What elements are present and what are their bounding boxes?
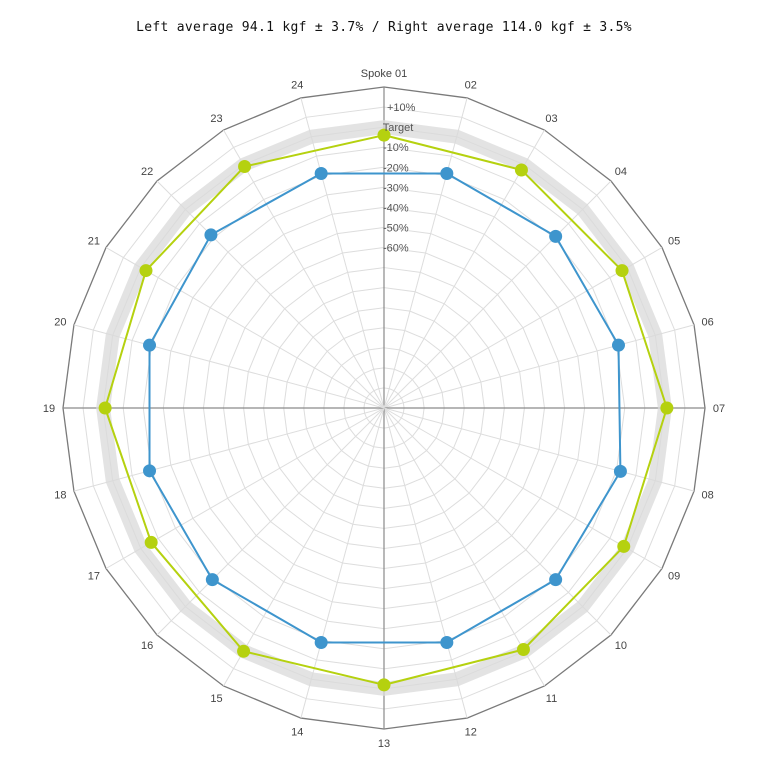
- series-1-point: [143, 464, 157, 478]
- spoke-label: 20: [54, 316, 66, 328]
- label-layer: +10% Target -10% -20% -30% -40% -50% -60% Spoke …: [43, 68, 725, 750]
- spoke-line: [73, 407, 385, 492]
- series-2-point: [617, 539, 631, 553]
- spoke-label: 18: [54, 490, 66, 502]
- series-2-point: [144, 535, 158, 549]
- series-1-point: [205, 573, 219, 587]
- series-1-point: [549, 229, 563, 243]
- spoke-label: Spoke 01: [361, 68, 407, 80]
- spoke-line: [383, 407, 695, 492]
- spoke-label: 08: [701, 490, 713, 502]
- spoke-line: [300, 97, 385, 409]
- spoke-label: 07: [713, 403, 725, 415]
- series-1-point: [314, 167, 328, 181]
- spoke-label: 10: [615, 640, 627, 652]
- spoke-line: [383, 180, 612, 409]
- grid-layer: [62, 86, 706, 730]
- series-2-point: [615, 264, 629, 278]
- spoke-label: 21: [88, 236, 100, 248]
- series-1-point: [549, 573, 563, 587]
- series-2-point: [514, 163, 528, 177]
- spoke-line: [383, 324, 695, 409]
- spoke-label: 05: [668, 236, 680, 248]
- series-2-point: [377, 128, 391, 142]
- ring-label: -30%: [383, 182, 409, 194]
- spoke-label: 23: [210, 113, 222, 125]
- series-2-point: [516, 643, 530, 657]
- series-1-point: [204, 228, 218, 242]
- ring-label: +10%: [387, 102, 416, 114]
- spoke-line: [223, 407, 385, 687]
- spoke-label: 04: [615, 166, 627, 178]
- spoke-label: 15: [210, 693, 222, 705]
- spoke-line: [383, 407, 612, 636]
- series-1-point: [143, 338, 157, 352]
- spoke-label: 13: [378, 738, 390, 750]
- series-2-point: [139, 264, 153, 278]
- spoke-line: [383, 407, 663, 569]
- spoke-label: 17: [88, 571, 100, 583]
- spoke-line: [383, 97, 468, 409]
- spoke-line: [156, 180, 385, 409]
- ring-label: -40%: [383, 202, 409, 214]
- spoke-line: [105, 247, 385, 409]
- series-1-point: [611, 338, 625, 352]
- ring-label: Target: [383, 122, 414, 134]
- series-1-point: [314, 635, 328, 649]
- spoke-label: 14: [291, 727, 303, 739]
- ring-label: -10%: [383, 142, 409, 154]
- spoke-line: [73, 324, 385, 409]
- series-1-point: [440, 635, 454, 649]
- spoke-label: 02: [465, 79, 477, 91]
- series-2-point: [98, 401, 112, 415]
- series-1-point: [613, 464, 627, 478]
- ring-label: -60%: [383, 243, 409, 255]
- spoke-line: [383, 129, 545, 409]
- spoke-label: 19: [43, 403, 55, 415]
- spoke-label: 16: [141, 640, 153, 652]
- spoke-label: 12: [465, 727, 477, 739]
- ring-label: -20%: [383, 162, 409, 174]
- spoke-line: [383, 407, 545, 687]
- spoke-label: 09: [668, 571, 680, 583]
- spoke-label: 06: [701, 316, 713, 328]
- chart-title: Left average 94.1 kgf ± 3.7% / Right ave…: [136, 20, 632, 35]
- series-2-point: [237, 644, 251, 658]
- ring-label: -50%: [383, 222, 409, 234]
- series-layer: [98, 128, 674, 692]
- spoke-line: [156, 407, 385, 636]
- spoke-line: [223, 129, 385, 409]
- spoke-line: [383, 407, 468, 719]
- series-1-point: [440, 167, 454, 181]
- series-2-point: [660, 401, 674, 415]
- series-2-point: [377, 678, 391, 692]
- spoke-label: 24: [291, 79, 303, 91]
- spoke-label: 03: [545, 113, 557, 125]
- spoke-line: [300, 407, 385, 719]
- spoke-label: 22: [141, 166, 153, 178]
- spoke-line: [383, 247, 663, 409]
- series-2-point: [238, 159, 252, 173]
- spoke-label: 11: [546, 693, 557, 705]
